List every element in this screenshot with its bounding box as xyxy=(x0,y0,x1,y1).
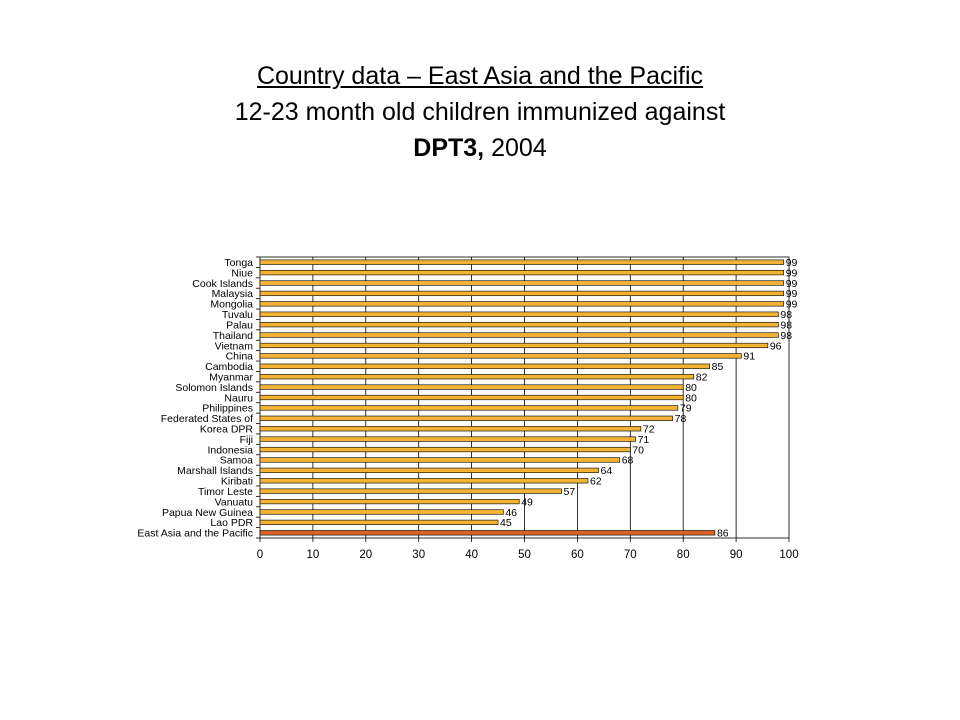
category-label: Indonesia xyxy=(207,444,253,456)
x-tick-label: 20 xyxy=(359,549,372,561)
category-label: Cambodia xyxy=(205,361,253,373)
category-label: Nauru xyxy=(224,392,253,404)
bar xyxy=(259,530,716,536)
category-label: Fiji xyxy=(240,434,253,446)
bar xyxy=(259,415,673,421)
data-label: 62 xyxy=(590,476,602,488)
data-label: 64 xyxy=(601,465,613,477)
bar xyxy=(259,436,636,442)
data-label: 86 xyxy=(717,528,729,540)
data-label: 78 xyxy=(675,413,687,425)
bar xyxy=(259,394,684,401)
data-label: 99 xyxy=(786,257,798,269)
data-label: 91 xyxy=(743,351,755,363)
data-label: 98 xyxy=(780,319,792,331)
category-label: Cook Islands xyxy=(192,278,253,290)
bar xyxy=(259,498,520,505)
bar xyxy=(259,374,695,380)
bar xyxy=(259,488,562,494)
x-tick-label: 30 xyxy=(412,549,425,561)
data-label: 80 xyxy=(685,382,697,394)
category-label: Marshall Islands xyxy=(177,465,253,477)
title-dpt3: DPT3, xyxy=(413,134,485,162)
data-label: 49 xyxy=(521,496,533,508)
category-label: Lao PDR xyxy=(210,517,253,529)
category-label: Vietnam xyxy=(215,340,254,352)
category-label: Thailand xyxy=(213,330,253,342)
category-label: Kiribati xyxy=(221,476,253,488)
data-label: 70 xyxy=(632,444,644,456)
category-label: Malaysia xyxy=(212,288,254,300)
x-tick-label: 90 xyxy=(730,549,743,561)
category-label: Myanmar xyxy=(209,371,253,383)
data-label: 72 xyxy=(643,424,655,436)
x-tick-label: 80 xyxy=(677,549,690,561)
data-label: 45 xyxy=(500,517,512,529)
category-label: Niue xyxy=(231,267,253,279)
data-label: 98 xyxy=(780,330,792,342)
x-tick-label: 100 xyxy=(779,549,798,561)
x-tick-label: 40 xyxy=(465,549,478,561)
category-label: Samoa xyxy=(220,455,253,467)
category-label: Tuvalu xyxy=(222,309,253,321)
bar xyxy=(259,426,642,432)
bar xyxy=(259,332,779,338)
data-label: 68 xyxy=(622,455,634,467)
bar xyxy=(259,270,785,276)
category-label: East Asia and the Pacific xyxy=(137,528,253,540)
bar xyxy=(259,457,621,463)
data-label: 99 xyxy=(786,288,798,300)
title-line-3: DPT3, 2004 xyxy=(0,130,960,166)
bar xyxy=(259,446,631,453)
category-label: Korea DPR xyxy=(200,424,254,436)
data-label: 82 xyxy=(696,371,708,383)
x-tick-label: 70 xyxy=(624,549,637,561)
bar xyxy=(259,467,599,473)
category-label: Timor Leste xyxy=(198,486,253,498)
bar xyxy=(259,301,785,307)
x-tick-label: 10 xyxy=(307,549,320,561)
bar xyxy=(259,478,589,484)
category-label: Palau xyxy=(226,319,253,331)
bar xyxy=(259,280,785,286)
data-label: 80 xyxy=(685,392,697,404)
bar xyxy=(259,353,742,359)
category-label: Vanuatu xyxy=(215,496,253,508)
category-label: Philippines xyxy=(202,403,253,415)
bar xyxy=(259,342,769,349)
title-line-1: Country data – East Asia and the Pacific xyxy=(256,62,704,90)
category-label: China xyxy=(226,351,254,363)
data-label: 98 xyxy=(780,309,792,321)
bar xyxy=(259,363,710,369)
x-tick-label: 0 xyxy=(257,549,263,561)
data-label: 79 xyxy=(680,403,692,415)
category-label: Solomon Islands xyxy=(175,382,253,394)
data-label: 85 xyxy=(712,361,724,373)
bar xyxy=(259,311,779,317)
category-label: Mongolia xyxy=(210,299,253,311)
x-tick-label: 60 xyxy=(571,549,584,561)
bar xyxy=(259,509,504,515)
category-label: Federated States of xyxy=(161,413,253,425)
title-year: 2004 xyxy=(484,134,547,162)
data-label: 57 xyxy=(564,486,576,498)
data-label: 99 xyxy=(786,278,798,290)
data-label: 96 xyxy=(770,340,782,352)
bar xyxy=(259,322,779,328)
title-line-2: 12-23 month old children immunized again… xyxy=(234,98,726,126)
data-label: 99 xyxy=(786,299,798,311)
data-label: 46 xyxy=(505,507,517,519)
chart-title: Country data – East Asia and the Pacific… xyxy=(0,58,960,166)
bar xyxy=(259,384,684,390)
bar xyxy=(259,259,785,265)
bar xyxy=(259,519,499,525)
data-label: 99 xyxy=(786,267,798,279)
category-label: Papua New Guinea xyxy=(162,507,253,519)
bar xyxy=(259,405,679,411)
x-tick-label: 50 xyxy=(518,549,531,561)
bar xyxy=(259,290,785,297)
data-label: 71 xyxy=(638,434,650,446)
category-label: Tonga xyxy=(224,257,253,269)
